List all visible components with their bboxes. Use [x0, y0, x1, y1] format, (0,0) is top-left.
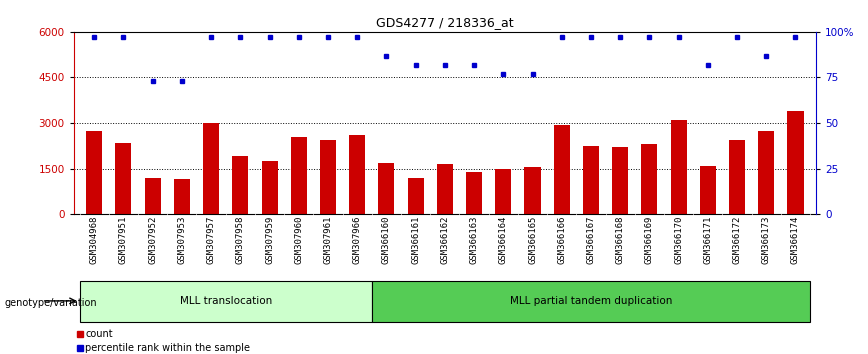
- Text: percentile rank within the sample: percentile rank within the sample: [85, 343, 250, 353]
- Text: GSM366170: GSM366170: [674, 216, 683, 264]
- Text: GSM366164: GSM366164: [499, 216, 508, 264]
- Bar: [408, 178, 424, 214]
- Bar: [496, 169, 511, 214]
- Bar: [145, 178, 161, 214]
- Bar: [291, 137, 306, 214]
- Bar: [233, 156, 248, 214]
- Text: GSM366167: GSM366167: [587, 216, 595, 264]
- Text: GSM366172: GSM366172: [733, 216, 741, 264]
- Bar: [80, 281, 372, 321]
- Text: GSM307952: GSM307952: [148, 216, 157, 264]
- Text: MLL partial tandem duplication: MLL partial tandem duplication: [510, 296, 672, 306]
- Bar: [787, 111, 804, 214]
- Text: GSM307953: GSM307953: [177, 216, 187, 264]
- Text: GSM307961: GSM307961: [324, 216, 332, 264]
- Text: GSM366168: GSM366168: [615, 216, 625, 264]
- Text: GSM366173: GSM366173: [762, 216, 771, 264]
- Text: GSM366163: GSM366163: [470, 216, 478, 264]
- Text: GSM366162: GSM366162: [440, 216, 450, 264]
- Text: GSM366174: GSM366174: [791, 216, 800, 264]
- Text: count: count: [85, 330, 113, 339]
- Bar: [759, 131, 774, 214]
- Bar: [174, 179, 190, 214]
- Bar: [524, 167, 541, 214]
- Bar: [612, 147, 628, 214]
- Bar: [203, 123, 219, 214]
- Bar: [349, 135, 365, 214]
- Bar: [437, 164, 453, 214]
- Bar: [372, 281, 810, 321]
- Bar: [86, 131, 102, 214]
- Title: GDS4277 / 218336_at: GDS4277 / 218336_at: [376, 16, 514, 29]
- Bar: [700, 166, 716, 214]
- Bar: [115, 143, 131, 214]
- Text: GSM366166: GSM366166: [557, 216, 566, 264]
- Text: GSM366160: GSM366160: [382, 216, 391, 264]
- Text: GSM304968: GSM304968: [89, 216, 99, 264]
- Text: GSM307957: GSM307957: [207, 216, 215, 264]
- Bar: [378, 162, 394, 214]
- Bar: [320, 140, 336, 214]
- Bar: [729, 140, 745, 214]
- Text: GSM366171: GSM366171: [703, 216, 713, 264]
- Bar: [554, 125, 569, 214]
- Text: GSM307951: GSM307951: [119, 216, 128, 264]
- Text: MLL translocation: MLL translocation: [180, 296, 272, 306]
- Bar: [261, 161, 278, 214]
- Bar: [671, 120, 687, 214]
- Text: GSM307966: GSM307966: [352, 216, 362, 264]
- Bar: [583, 146, 599, 214]
- Bar: [466, 172, 482, 214]
- Bar: [641, 144, 657, 214]
- Text: GSM307959: GSM307959: [265, 216, 274, 264]
- Text: GSM307960: GSM307960: [294, 216, 303, 264]
- Text: GSM366161: GSM366161: [411, 216, 420, 264]
- Text: GSM366169: GSM366169: [645, 216, 654, 264]
- Text: genotype/variation: genotype/variation: [4, 298, 97, 308]
- Text: GSM366165: GSM366165: [528, 216, 537, 264]
- Text: GSM307958: GSM307958: [236, 216, 245, 264]
